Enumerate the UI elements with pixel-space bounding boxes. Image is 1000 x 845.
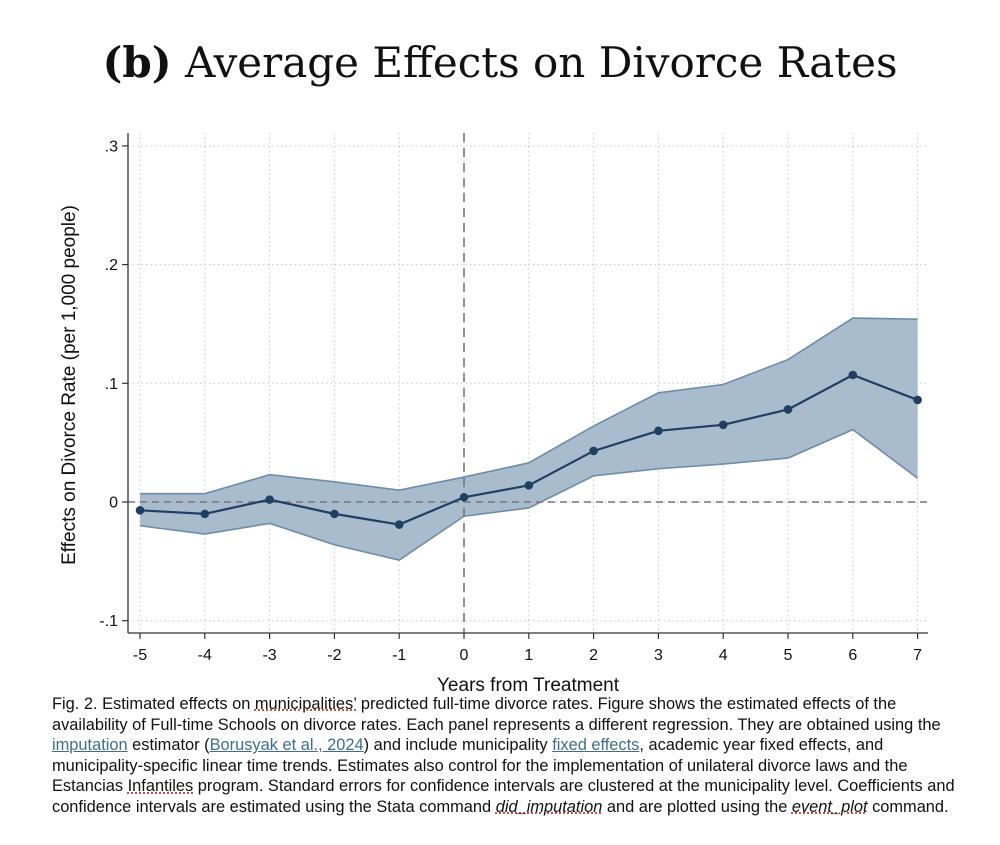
y-tick-label-0: -.1	[99, 613, 118, 630]
x-tick-label-11: 6	[848, 647, 857, 664]
x-tick-label-2: -3	[262, 647, 276, 664]
caption-text-3: estimator (	[127, 736, 210, 755]
event-study-chart: -.1 0 .1 .2 .3 -5 -4 -3 -2 -1 0 1 2 3 4 5 6 7 Effects on …	[59, 133, 928, 696]
estimate-point-8	[654, 426, 663, 436]
x-tick-label-3: -2	[327, 647, 341, 664]
confidence-band-layer	[139, 317, 919, 562]
estimate-point-12	[913, 395, 922, 405]
caption-text-4: ) and include municipality	[363, 736, 553, 755]
x-tick-label-6: 1	[524, 647, 533, 664]
caption-text-1: Estimated effects on	[97, 695, 255, 713]
y-axis-label: Effects on Divorce Rate (per 1,000 peopl…	[59, 205, 80, 565]
x-tick-label-1: -4	[198, 647, 212, 664]
caption-did-imputation: did_imputation	[495, 797, 603, 816]
y-tick-label-1: 0	[109, 495, 118, 512]
estimate-point-6	[524, 481, 534, 490]
caption-text-7: and are plotted using the	[602, 797, 792, 816]
x-tick-label-12: 7	[913, 647, 922, 664]
x-tick-label-7: 2	[589, 647, 598, 664]
chart-title: Average Effects on Divorce Rates	[184, 38, 898, 87]
estimate-point-3	[330, 509, 339, 519]
confidence-band-area	[140, 318, 918, 561]
estimate-point-10	[783, 405, 793, 414]
y-tick-label-4: .3	[105, 138, 118, 155]
caption-municipalities: municipalities’	[254, 695, 357, 713]
caption-text-6: program. Standard errors for confidence …	[52, 777, 955, 816]
estimate-point-1	[200, 509, 210, 519]
x-axis-label: Years from Treatment	[437, 675, 620, 696]
fixed-effects-link[interactable]: fixed effects	[552, 736, 640, 755]
ci-upper-line	[140, 317, 918, 495]
x-tick-label-8: 3	[654, 647, 663, 664]
caption-fig-label: Fig. 2.	[52, 695, 98, 713]
caption-text-2: predicted full-time divorce rates. Figur…	[52, 695, 941, 734]
caption-infantiles: Infantiles	[127, 777, 194, 796]
panel-label: (b)	[102, 38, 172, 87]
imputation-link[interactable]: imputation	[52, 736, 128, 755]
caption-text-5: , academic year fixed effects, and munic…	[52, 736, 908, 796]
x-tick-label-9: 4	[719, 647, 728, 664]
x-tick-label-0: -5	[133, 647, 147, 664]
estimate-point-2	[265, 495, 274, 504]
borusyak-citation-link[interactable]: Borusyak et al., 2024	[209, 736, 364, 755]
x-tick-label-10: 5	[784, 647, 793, 664]
x-tick-label-5: 0	[460, 647, 469, 664]
estimate-point-11	[848, 370, 858, 380]
caption-event-plot: event_plot	[791, 797, 868, 816]
estimate-point-0	[135, 506, 145, 515]
figure-caption: Fig. 2. Estimated effects on municipalit…	[52, 694, 972, 818]
ci-lower-line	[139, 428, 919, 562]
y-tick-label-3: .2	[105, 257, 118, 274]
axis-layer: -.1 0 .1 .2 .3 -5 -4 -3 -2 -1 0 1 2 3 4 5 6 7	[99, 133, 928, 664]
y-tick-label-2: .1	[105, 376, 118, 393]
estimate-point-5	[459, 492, 469, 502]
estimate-point-layer	[135, 370, 922, 529]
estimate-point-7	[589, 446, 598, 456]
caption-text-8: command.	[867, 797, 949, 816]
estimate-point-4	[394, 520, 404, 529]
estimate-point-9	[718, 420, 728, 430]
x-tick-label-4: -1	[392, 647, 406, 664]
figure-title: (b) Average Effects on Divorce Rates	[0, 38, 1000, 87]
